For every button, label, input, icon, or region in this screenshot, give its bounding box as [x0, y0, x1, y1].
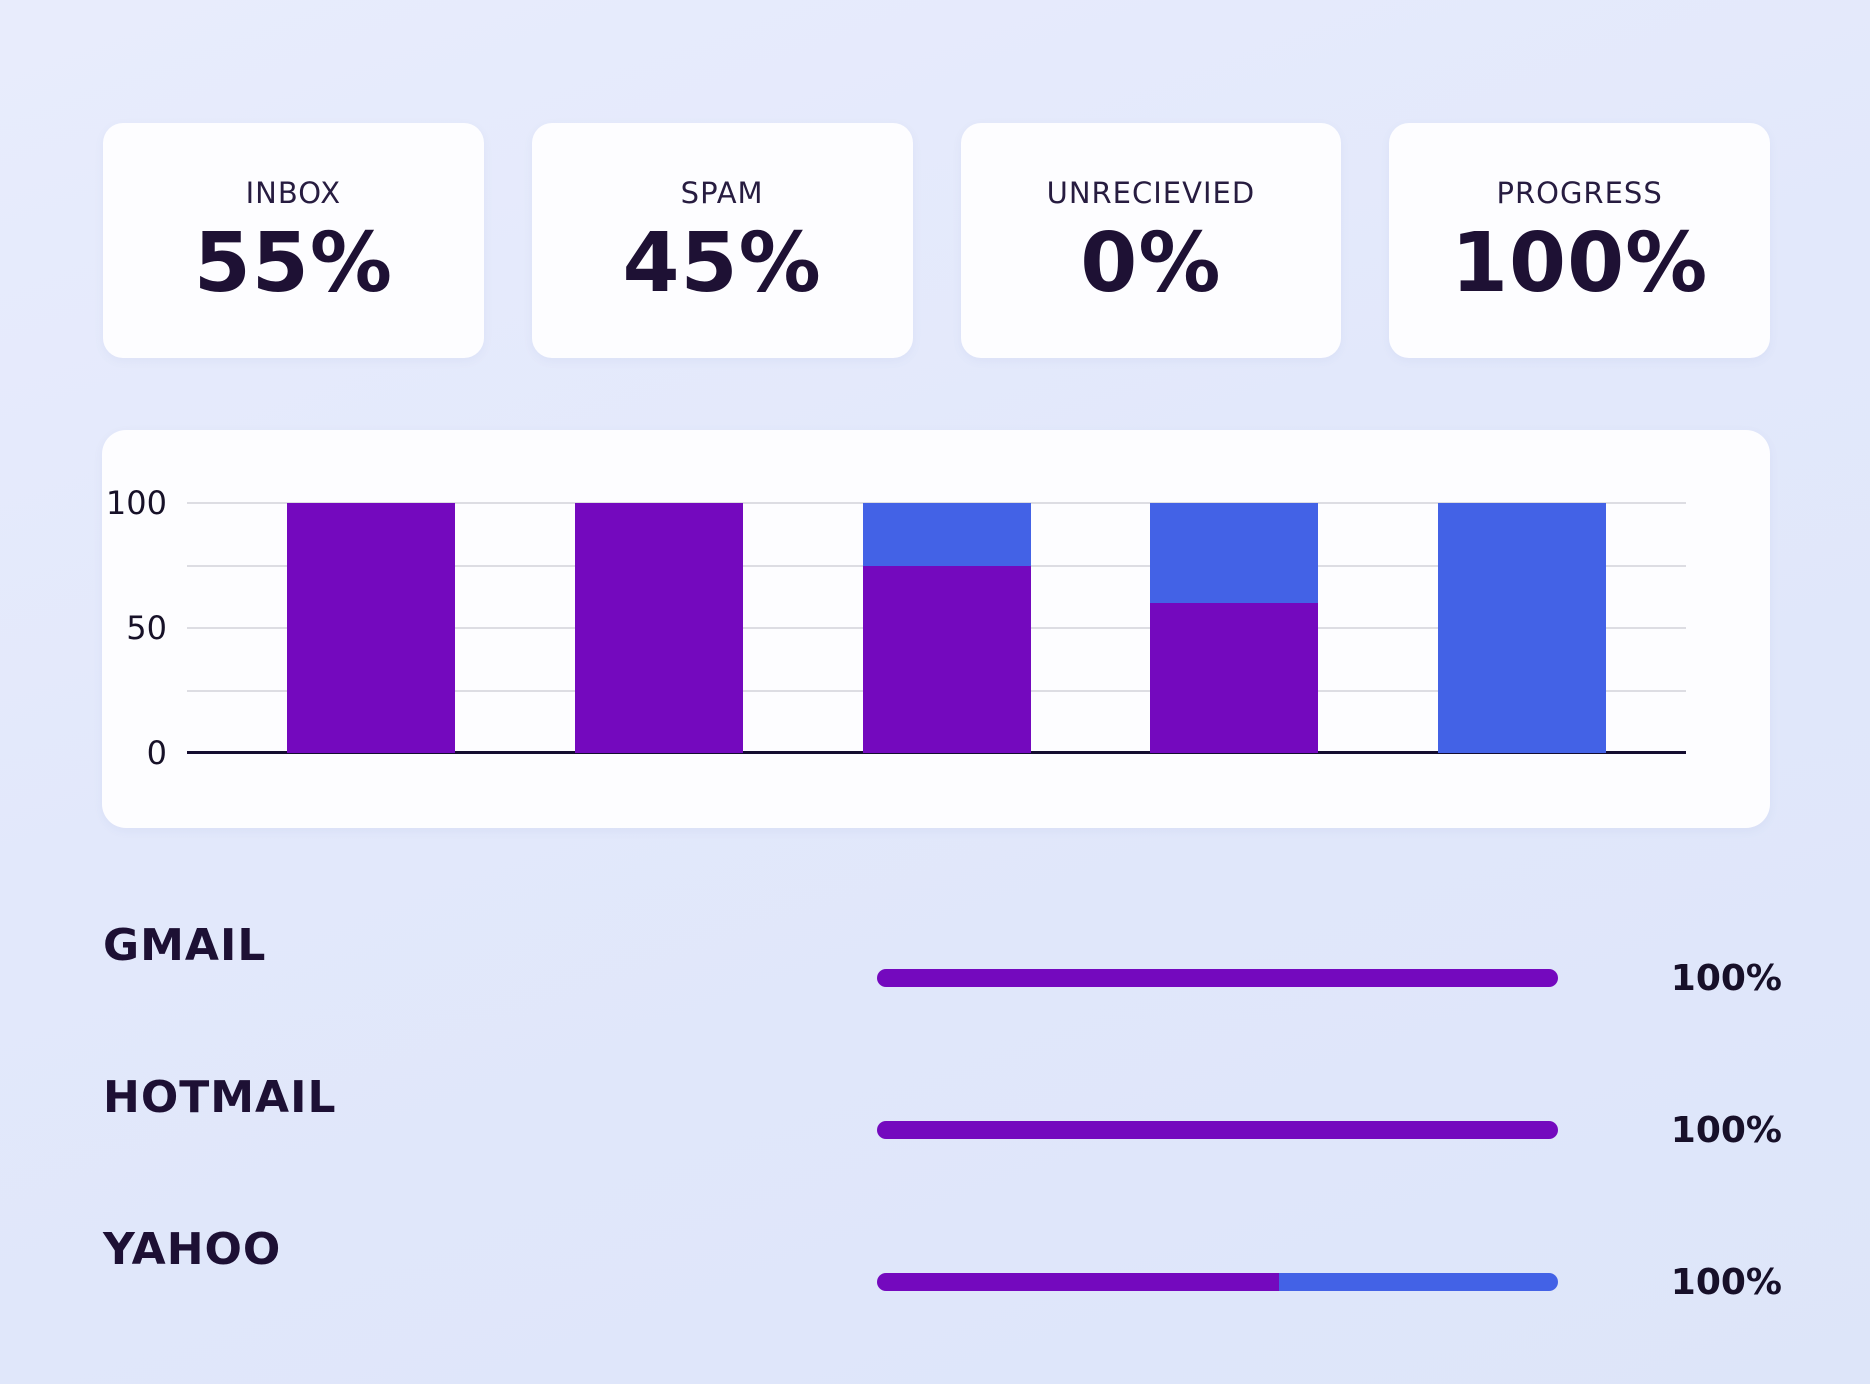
provider-name: HOTMAIL [103, 1071, 337, 1123]
provider-progress-list: GMAIL 100% HOTMAIL 100% YAHOO 100% [0, 902, 1870, 1358]
stat-label: PROGRESS [1496, 176, 1663, 210]
stat-value: 100% [1450, 216, 1709, 311]
stacked-bar-bar-1 [287, 503, 455, 753]
stat-card-unreceived: UNRECIEVIED 0% [960, 123, 1342, 358]
stat-cards-row: INBOX 55% SPAM 45% UNRECIEVIED 0% PROGRE… [0, 0, 1870, 358]
progress-percent: 100% [1670, 1109, 1782, 1151]
provider-row-yahoo: YAHOO 100% [0, 1206, 1870, 1358]
progress-bar [877, 969, 1558, 987]
progress-percent: 100% [1670, 1261, 1782, 1303]
y-axis-tick-label: 0 [146, 734, 167, 772]
stat-value: 45% [622, 216, 822, 311]
bar-segment-blue [1150, 503, 1319, 603]
progress-percent: 100% [1670, 957, 1782, 999]
bar-chart-plot: 0 50 100 [106, 484, 1686, 772]
progress-segment [1278, 1273, 1558, 1291]
provider-row-gmail: GMAIL 100% [0, 902, 1870, 1054]
stacked-bar-bar-4 [1150, 503, 1319, 753]
bar-segment-purple [287, 503, 455, 753]
bar-segment-blue [862, 503, 1031, 566]
provider-name: GMAIL [103, 919, 267, 971]
progress-segment [877, 1273, 1279, 1291]
progress-bar [877, 1273, 1558, 1291]
bar-chart-card: 0 50 100 [102, 430, 1770, 828]
stat-value: 55% [193, 216, 394, 311]
bar-segment-purple [574, 503, 743, 753]
stat-value: 0% [1080, 216, 1222, 311]
y-axis-tick-label: 50 [126, 609, 167, 647]
provider-name: YAHOO [103, 1223, 282, 1275]
provider-row-hotmail: HOTMAIL 100% [0, 1054, 1870, 1206]
progress-segment [877, 969, 1558, 987]
stat-card-progress: PROGRESS 100% [1389, 123, 1770, 358]
bar-segment-purple [862, 565, 1031, 753]
y-axis-tick-label: 100 [105, 484, 167, 522]
bar-segment-purple [1150, 603, 1319, 753]
stat-card-inbox: INBOX 55% [103, 123, 484, 358]
stat-card-spam: SPAM 45% [531, 123, 913, 358]
stacked-bar-bar-2 [574, 503, 743, 753]
stat-label: UNRECIEVIED [1046, 176, 1256, 210]
progress-bar [877, 1121, 1558, 1139]
stacked-bar-bar-3 [862, 503, 1031, 753]
progress-segment [877, 1121, 1558, 1139]
stat-label: INBOX [245, 176, 342, 210]
stat-label: SPAM [680, 176, 764, 210]
bar-segment-blue [1438, 503, 1606, 753]
stacked-bar-bar-5 [1438, 503, 1606, 753]
